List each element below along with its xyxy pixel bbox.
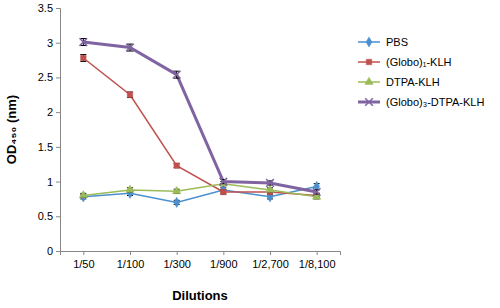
y-tick-mark (56, 147, 60, 148)
series (79, 179, 321, 199)
y-tick: 3 (47, 37, 60, 49)
legend-label: (Globo)₃-DTPA-KLH (386, 96, 484, 108)
legend-marker (365, 77, 373, 84)
error-cap (80, 54, 86, 55)
marker (174, 163, 179, 168)
marker (173, 71, 181, 79)
y-tick: 0 (47, 245, 60, 257)
legend-item: DTPA-KLH (358, 76, 440, 88)
x-tick: 1/100 (117, 251, 145, 270)
x-tick-label: 1/2,700 (252, 258, 289, 270)
marker (80, 38, 88, 46)
chart: 0 0.5 1 1.5 2 2.5 3 3.5 1/50 1/100 1/300 1/900 1/2,7… (0, 0, 500, 308)
marker (127, 92, 132, 97)
y-tick-mark (56, 77, 60, 78)
marker (266, 179, 274, 187)
y-tick: 1.5 (38, 141, 60, 153)
marker (220, 178, 228, 186)
x-tick: 1/300 (163, 251, 191, 270)
marker (313, 188, 321, 196)
x-tick-mark (270, 251, 271, 255)
legend-label: DTPA-KLH (386, 76, 440, 88)
y-axis-line (56, 9, 61, 252)
x-tick: 1/50 (73, 251, 94, 270)
legend-label: PBS (386, 36, 408, 48)
data-layer (79, 38, 321, 207)
x-tick: 1/2,700 (252, 251, 289, 270)
legend-label: (Globo)₁-KLH (386, 56, 452, 68)
x-tick-mark (83, 251, 84, 255)
x-tick: 1/900 (210, 251, 238, 270)
x-tick-label: 1/900 (210, 258, 238, 270)
series-line (83, 42, 316, 192)
x-axis: 1/50 1/100 1/300 1/900 1/2,700 1/8,100 (61, 251, 341, 270)
series-line (83, 186, 316, 202)
error-bar (80, 39, 86, 46)
marker (79, 191, 87, 198)
y-tick: 2 (47, 106, 60, 118)
x-tick: 1/8,100 (299, 251, 336, 270)
error-bar (220, 190, 226, 194)
marker (221, 189, 226, 194)
y-axis-title: OD₄₅₀ (nm) (4, 95, 19, 164)
y-tick-label: 1 (47, 176, 53, 188)
marker (174, 197, 180, 207)
y-tick-mark (56, 182, 60, 183)
marker (126, 44, 134, 52)
legend-marker (366, 59, 371, 64)
marker (81, 55, 86, 60)
y-tick-label: 3 (47, 37, 53, 49)
y-tick-label: 0 (47, 245, 53, 257)
error-bar (174, 164, 180, 168)
y-tick-label: 3.5 (38, 2, 53, 14)
y-tick-mark (56, 112, 60, 113)
marker (126, 185, 134, 192)
y-tick-label: 1.5 (38, 141, 53, 153)
y-tick-mark (56, 43, 60, 44)
y-tick-label: 2.5 (38, 71, 53, 83)
y-tick-mark (56, 251, 60, 252)
y-tick: 2.5 (38, 71, 60, 83)
x-tick-mark (177, 251, 178, 255)
error-cap (80, 61, 86, 62)
y-tick-mark (56, 216, 60, 217)
x-tick-label: 1/50 (73, 258, 94, 270)
series (80, 38, 321, 196)
x-axis-line (61, 252, 341, 256)
y-axis: 0 0.5 1 1.5 2 2.5 3 3.5 (38, 2, 61, 257)
y-tick: 1 (47, 176, 60, 188)
legend: PBS (Globo)₁-KLH DTPA-KLH (Globo)₃-DTPA-KLH (358, 36, 484, 108)
x-tick-mark (130, 251, 131, 255)
error-bar (127, 92, 133, 98)
y-tick-mark (56, 8, 60, 9)
legend-item: (Globo)₁-KLH (358, 56, 452, 68)
error-bar (174, 71, 180, 78)
x-tick-mark (223, 251, 224, 255)
x-axis-title: Dilutions (172, 288, 228, 303)
y-tick-label: 2 (47, 106, 53, 118)
x-tick-label: 1/300 (163, 258, 191, 270)
legend-marker (366, 37, 372, 47)
x-tick-mark (317, 251, 318, 255)
marker (173, 186, 181, 193)
error-bar (80, 55, 86, 62)
error-bar (127, 44, 133, 51)
y-tick: 0.5 (38, 210, 60, 222)
x-tick-label: 1/100 (117, 258, 145, 270)
legend-item: (Globo)₃-DTPA-KLH (358, 96, 484, 108)
legend-marker (365, 98, 373, 106)
plot: 0 0.5 1 1.5 2 2.5 3 3.5 1/50 1/100 1/300 1/900 1/2,7… (38, 2, 341, 270)
y-tick-label: 0.5 (38, 210, 53, 222)
legend-item: PBS (358, 36, 408, 48)
marker (220, 185, 226, 195)
y-tick: 3.5 (38, 2, 60, 14)
x-tick-label: 1/8,100 (299, 258, 336, 270)
